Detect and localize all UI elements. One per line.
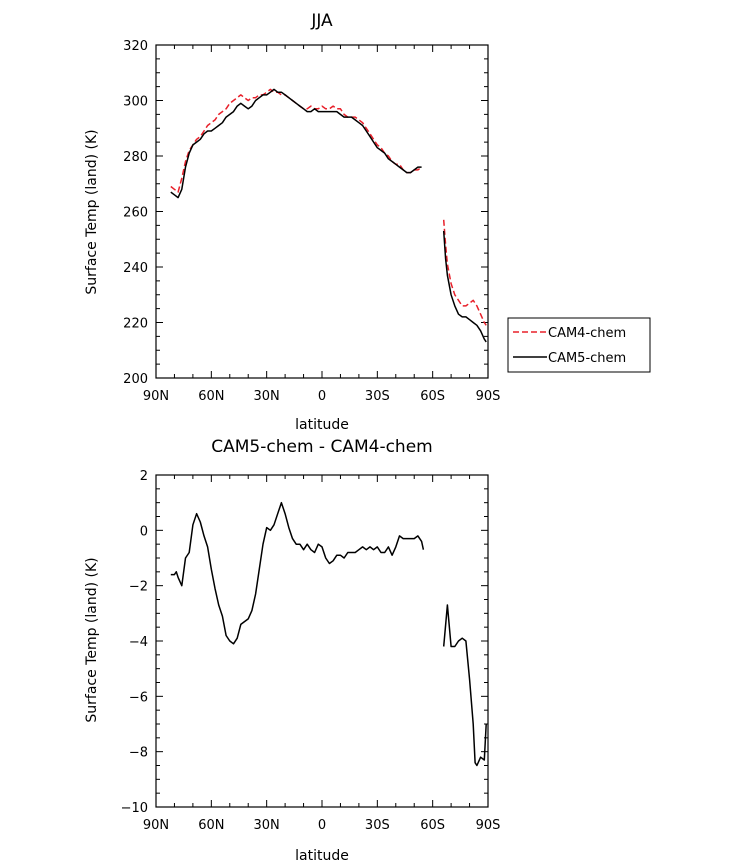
legend-box: [507, 317, 651, 373]
bottom-panel: CAM5-chem - CAM4-chem 90N 60N 30N 0 30S 60S 90…: [84, 437, 500, 864]
bottom-y-axis-label: Surface Temp (land) (K): [84, 557, 100, 722]
bottom-x-tick-label: 60S: [420, 818, 445, 833]
bottom-x-tick-label: 60N: [198, 818, 224, 833]
bottom-y-tick-label: −4: [129, 635, 148, 650]
bottom-x-tick-label: 30N: [254, 818, 280, 833]
top-x-tick-label: 60S: [420, 389, 445, 404]
legend-label-cam4-chem: CAM4-chem: [548, 326, 626, 341]
bottom-x-tick-label: 90S: [476, 818, 501, 833]
top-y-tick-label: 280: [123, 150, 148, 165]
legend-label-cam5-chem: CAM5-chem: [548, 351, 626, 366]
bottom-difference-line-segment-1: [170, 501, 425, 645]
top-y-tick-label: 240: [123, 261, 148, 276]
top-cam5-chem-line-segment-2: [442, 230, 487, 343]
bottom-y-tick-label: 2: [140, 469, 148, 484]
top-y-tick-label: 320: [123, 39, 148, 54]
top-x-axis-label: latitude: [295, 417, 349, 433]
bottom-y-tick-label: −6: [129, 690, 148, 705]
top-chart-title: JJA: [310, 11, 333, 31]
bottom-x-tick-label: 90N: [143, 818, 169, 833]
top-plot-frame: [155, 44, 489, 379]
top-x-tick-label: 90N: [143, 389, 169, 404]
top-y-axis-label: Surface Temp (land) (K): [84, 129, 100, 294]
bottom-y-tick-label: −2: [129, 580, 148, 595]
top-x-tick-label: 30N: [254, 389, 280, 404]
bottom-x-axis-label: latitude: [295, 848, 349, 864]
top-y-tick-label: 220: [123, 317, 148, 332]
top-y-tick-label: 260: [123, 206, 148, 221]
bottom-y-tick-label: 0: [140, 524, 148, 539]
top-cam5-chem-line-segment-1: [170, 88, 422, 199]
bottom-y-tick-label: −10: [121, 801, 148, 816]
bottom-x-tick-label: 0: [318, 818, 326, 833]
bottom-difference-line-segment-2: [442, 604, 487, 767]
legend: CAM4-chem CAM5-chem: [507, 317, 651, 373]
top-y-tick-label: 200: [123, 372, 148, 387]
bottom-y-tick-label: −8: [129, 746, 148, 761]
bottom-chart-title: CAM5-chem - CAM4-chem: [211, 437, 432, 457]
top-cam4-chem-line-segment-2: [442, 219, 487, 326]
bottom-plot-area: 90N 60N 30N 0 30S 60S 90S −10 −8 −6 −4 −2 0 2: [121, 469, 501, 833]
top-plot-area: 90N 60N 30N 0 30S 60S 90S 200 220 240 260 280 300 320: [123, 39, 500, 404]
top-x-tick-label: 30S: [365, 389, 390, 404]
top-cam4-chem-line-segment-1: [170, 88, 423, 193]
top-x-tick-label: 90S: [476, 389, 501, 404]
top-x-tick-label: 60N: [198, 389, 224, 404]
top-panel: JJA 90N 60N 30N 0 30S 60S 90S 200 220 240 260 280 30…: [84, 11, 651, 433]
top-x-tick-label: 0: [318, 389, 326, 404]
bottom-plot-frame: [155, 474, 489, 808]
bottom-x-tick-label: 30S: [365, 818, 390, 833]
top-y-tick-label: 300: [123, 95, 148, 110]
